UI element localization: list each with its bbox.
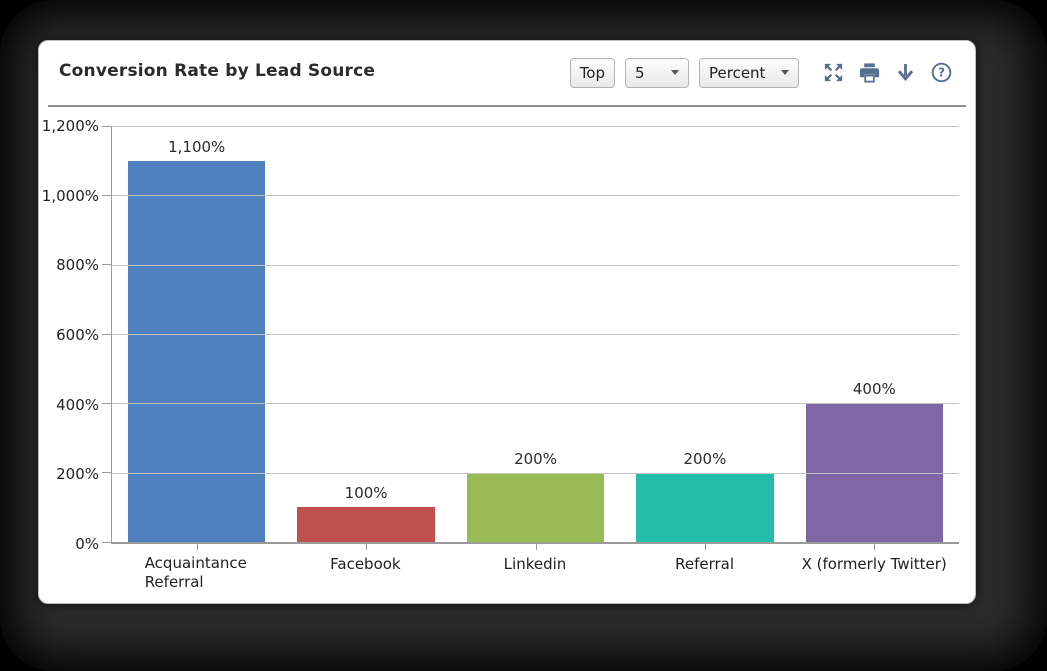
bar-value-label: 1,100% [168,137,226,156]
category-label: X (formerly Twitter) [789,554,959,592]
y-axis-label: 800% [56,256,99,275]
bar-slot: 200% [620,126,789,550]
category-label-text: Acquaintance Referral [144,554,247,592]
print-button[interactable] [858,61,881,84]
category-label: Acquaintance Referral [111,554,281,592]
expand-icon [824,63,843,82]
bar-slot: 1,100% [112,126,281,550]
category-label-text: X (formerly Twitter) [801,555,947,573]
chevron-down-icon [671,70,679,75]
y-axis-tick [102,472,112,474]
help-icon: ? [931,62,952,83]
download-icon [897,64,914,82]
y-axis-label: 600% [56,326,99,344]
y-axis-tick [102,541,112,543]
gridline [112,264,959,266]
gridline [112,334,959,335]
bar-value-label: 100% [344,484,388,503]
bar-value-label: 200% [514,449,557,468]
expand-button[interactable] [822,61,845,84]
help-button[interactable]: ? [930,61,953,84]
y-axis-label: 0% [75,535,99,553]
bar-slot: 200% [451,126,620,550]
bar-value-label: 200% [683,449,727,468]
category-label-text: Referral [675,555,735,573]
count-select-value: 5 [635,63,645,82]
bars-container: 1,100% 100% 200% 200% 400% [112,126,959,550]
y-axis-tick [102,402,112,404]
x-axis-tick [196,544,198,550]
chevron-down-icon [781,70,789,75]
print-icon [859,63,880,83]
plot-area: 1,100% 100% 200% 200% 400% [102,125,959,550]
y-axis-tick [102,264,112,266]
download-button[interactable] [894,61,917,84]
y-axis-label: 400% [56,395,99,414]
y-axis-label: 200% [56,465,99,484]
category-label: Referral [620,554,790,592]
top-button[interactable]: Top [569,57,615,88]
bar-referral[interactable] [636,472,774,542]
bar-value-label: 400% [852,380,896,399]
bar-acquaintance-referral[interactable] [128,160,266,542]
x-axis-labels: Acquaintance Referral Facebook Linkedin Ref… [111,554,959,592]
category-label: Facebook [281,554,451,592]
x-axis-tick [535,544,537,550]
y-axis-tick [102,194,112,196]
svg-text:?: ? [938,66,945,80]
gridline [112,472,959,474]
toolbar: Top 5 Percent [569,57,953,88]
y-axis-tick [102,333,112,335]
category-label: Linkedin [450,554,620,592]
count-select[interactable]: 5 [625,57,689,88]
bar-facebook[interactable] [297,507,435,542]
top-button-label: Top [579,63,605,82]
metric-select[interactable]: Percent [699,57,799,88]
panel-title: Conversion Rate by Lead Source [59,61,376,81]
header-divider [48,105,966,107]
gridline [112,195,959,197]
chart-widget-panel: Conversion Rate by Lead Source Top 5 Per… [38,40,976,604]
x-axis-tick [366,544,368,550]
bar-linkedin[interactable] [466,472,605,542]
x-axis-tick [874,544,876,550]
bar-slot: 100% [281,126,450,550]
metric-select-value: Percent [709,63,766,82]
gridline [112,126,959,127]
y-axis-label: 1,200% [41,117,99,135]
y-axis-tick [102,125,112,127]
y-axis-label: 1,000% [41,186,99,205]
y-axis-labels: 1,200% 1,000% 800% 600% 400% 200% 0% [39,117,101,553]
gridline [112,403,959,405]
x-axis-tick [704,544,706,550]
category-label-text: Linkedin [503,555,567,573]
category-label-text: Facebook [330,555,401,573]
